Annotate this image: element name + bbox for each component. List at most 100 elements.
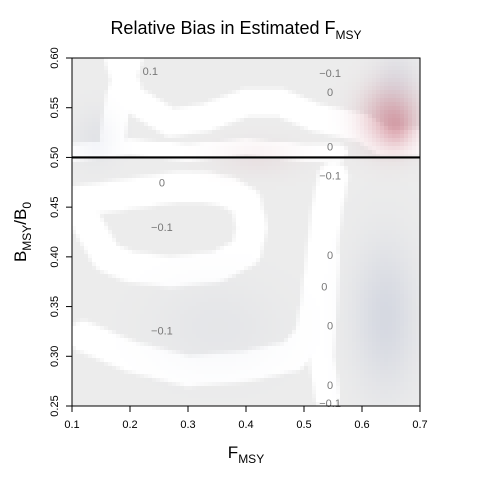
heatmap-cell [120, 130, 124, 134]
heatmap-cell [108, 198, 112, 202]
heatmap-cell [272, 274, 276, 278]
heatmap-cell [320, 202, 324, 206]
heatmap-cell [200, 102, 204, 106]
heatmap-cell [140, 286, 144, 290]
heatmap-cell [292, 122, 296, 126]
heatmap-cell [300, 302, 304, 306]
heatmap-cell [260, 262, 264, 266]
heatmap-cell [396, 330, 400, 334]
heatmap-cell [120, 254, 124, 258]
heatmap-cell [384, 66, 388, 70]
heatmap-cell [212, 294, 216, 298]
heatmap-cell [408, 330, 412, 334]
heatmap-cell [136, 174, 140, 178]
heatmap-cell [132, 302, 136, 306]
heatmap-cell [204, 114, 208, 118]
heatmap-cell [352, 338, 356, 342]
heatmap-cell [228, 162, 232, 166]
heatmap-cell [412, 118, 416, 122]
heatmap-cell [180, 170, 184, 174]
heatmap-cell [108, 186, 112, 190]
heatmap-cell [216, 278, 220, 282]
heatmap-cell [376, 118, 380, 122]
heatmap-cell [264, 154, 268, 158]
heatmap-cell [156, 202, 160, 206]
heatmap-cell [104, 230, 108, 234]
heatmap-cell [388, 246, 392, 250]
heatmap-cell [364, 130, 368, 134]
heatmap-cell [328, 258, 332, 262]
heatmap-cell [244, 246, 248, 250]
heatmap-cell [332, 114, 336, 118]
heatmap-cell [416, 62, 420, 66]
heatmap-cell [372, 294, 376, 298]
heatmap-cell [364, 330, 368, 334]
heatmap-cell [284, 178, 288, 182]
heatmap-cell [360, 346, 364, 350]
heatmap-cell [300, 146, 304, 150]
heatmap-cell [360, 250, 364, 254]
heatmap-cell [400, 246, 404, 250]
heatmap-cell [400, 186, 404, 190]
heatmap-cell [352, 154, 356, 158]
heatmap-cell [120, 302, 124, 306]
heatmap-cell [144, 282, 148, 286]
heatmap-cell [232, 190, 236, 194]
heatmap-cell [148, 90, 152, 94]
heatmap-cell [164, 282, 168, 286]
heatmap-cell [88, 98, 92, 102]
heatmap-cell [184, 298, 188, 302]
heatmap-cell [204, 254, 208, 258]
heatmap-cell [360, 330, 364, 334]
heatmap-cell [336, 114, 340, 118]
heatmap-cell [412, 298, 416, 302]
heatmap-cell [208, 258, 212, 262]
heatmap-cell [280, 94, 284, 98]
heatmap-cell [392, 86, 396, 90]
heatmap-cell [164, 178, 168, 182]
heatmap-cell [72, 322, 76, 326]
heatmap-cell [220, 334, 224, 338]
heatmap-cell [144, 290, 148, 294]
heatmap-cell [172, 194, 176, 198]
heatmap-cell [316, 310, 320, 314]
heatmap-cell [368, 174, 372, 178]
heatmap-cell [124, 142, 128, 146]
heatmap-cell [176, 274, 180, 278]
heatmap-cell [332, 254, 336, 258]
heatmap-cell [328, 286, 332, 290]
heatmap-cell [316, 290, 320, 294]
heatmap-cell [284, 306, 288, 310]
heatmap-cell [124, 254, 128, 258]
heatmap-cell [104, 66, 108, 70]
heatmap-cell [408, 122, 412, 126]
heatmap-cell [144, 278, 148, 282]
heatmap-cell [248, 306, 252, 310]
heatmap-cell [388, 182, 392, 186]
heatmap-cell [176, 254, 180, 258]
heatmap-cell [344, 82, 348, 86]
heatmap-cell [172, 186, 176, 190]
heatmap-cell [140, 294, 144, 298]
heatmap-cell [224, 150, 228, 154]
heatmap-cell [88, 202, 92, 206]
heatmap-cell [124, 178, 128, 182]
heatmap-cell [304, 270, 308, 274]
heatmap-cell [388, 214, 392, 218]
heatmap-cell [108, 338, 112, 342]
heatmap-cell [352, 342, 356, 346]
heatmap-cell [396, 118, 400, 122]
heatmap-cell [268, 330, 272, 334]
heatmap-cell [116, 74, 120, 78]
heatmap-cell [248, 322, 252, 326]
heatmap-cell [244, 306, 248, 310]
heatmap-cell [308, 142, 312, 146]
heatmap-cell [284, 90, 288, 94]
heatmap-cell [100, 218, 104, 222]
heatmap-cell [328, 278, 332, 282]
heatmap-cell [352, 202, 356, 206]
heatmap-cell [320, 214, 324, 218]
heatmap-cell [140, 302, 144, 306]
heatmap-cell [336, 130, 340, 134]
heatmap-cell [344, 298, 348, 302]
